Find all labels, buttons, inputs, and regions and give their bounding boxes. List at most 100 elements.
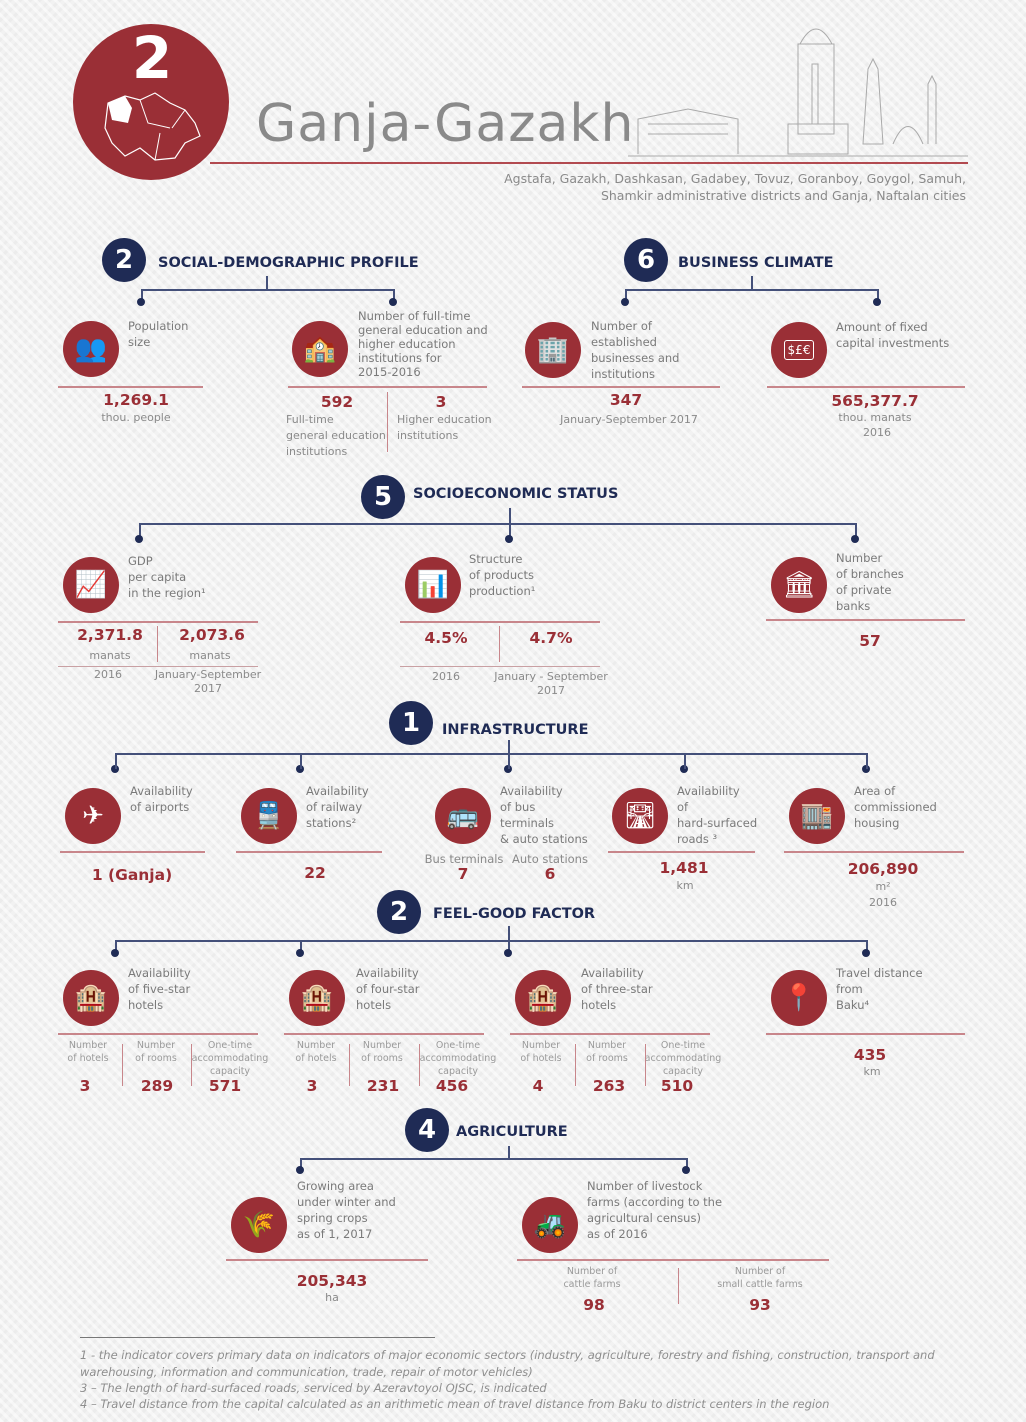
auto-stations-label: Auto stations xyxy=(512,852,588,866)
higher-education-label: Higher education institutions xyxy=(397,413,492,442)
hotels-count: 4 xyxy=(532,1077,544,1095)
population-unit: thou. people xyxy=(101,411,171,424)
underline xyxy=(766,1033,965,1035)
businesses-label: Number of established businesses and ins… xyxy=(591,319,680,381)
section-title-socio: SOCIOECONOMIC STATUS xyxy=(413,486,619,502)
branch-dot xyxy=(296,949,304,957)
section-title-agri: AGRICULTURE xyxy=(456,1124,568,1140)
region-map-icon xyxy=(104,92,201,161)
general-education-label: Full-time general education institutions xyxy=(286,413,386,458)
underline xyxy=(236,851,382,853)
divider xyxy=(157,626,158,662)
school-icon: 🏫 xyxy=(292,321,348,377)
branch-dot xyxy=(621,298,629,306)
branch-connector xyxy=(684,753,686,769)
gdp-value-2016: 2,371.8 xyxy=(77,626,143,644)
airports-label: Availability of airports xyxy=(130,784,193,814)
section-badge-socio: 5 xyxy=(361,475,405,519)
gdp-unit-2016: manats xyxy=(89,649,131,662)
rooms-count: 263 xyxy=(592,1077,626,1095)
branch-connector xyxy=(751,276,753,289)
branch-dot xyxy=(862,765,870,773)
underline xyxy=(58,621,258,623)
capacity-header: One-time accommodating capacity xyxy=(644,1040,722,1077)
branch-dot xyxy=(504,949,512,957)
underline xyxy=(226,1259,428,1261)
hotels-count: 3 xyxy=(306,1077,318,1095)
structure-label: Structure of products production¹ xyxy=(469,552,536,598)
hotel-icon: 🏨 xyxy=(63,970,119,1026)
rooms-header: Number of rooms xyxy=(586,1040,628,1064)
gdp-period-2017: January-September 2017 xyxy=(154,668,262,695)
footnote-3: 3 – The length of hard-surfaced roads, s… xyxy=(80,1381,547,1395)
hotel-label: Availability of five-star hotels xyxy=(128,966,191,1012)
airplane-icon: ✈ xyxy=(65,788,121,844)
branch-dot xyxy=(137,298,145,306)
rule xyxy=(58,666,258,667)
underline xyxy=(58,1033,258,1035)
capacity-header: One-time accommodating capacity xyxy=(191,1040,269,1077)
rule xyxy=(400,666,600,667)
branch-dot xyxy=(296,765,304,773)
banks-value: 57 xyxy=(859,632,881,650)
general-education-value: 592 xyxy=(320,393,354,411)
branch-connector xyxy=(508,940,510,953)
branch-connector xyxy=(393,289,395,301)
underline xyxy=(400,621,600,623)
divider xyxy=(191,1044,192,1086)
structure-value-2017: 4.7% xyxy=(529,629,573,647)
divider xyxy=(349,1044,350,1086)
branch-line xyxy=(625,289,877,291)
region-emblem xyxy=(73,24,229,180)
divider xyxy=(575,1044,576,1086)
housing-year: 2016 xyxy=(869,896,897,909)
branch-connector xyxy=(300,1158,302,1170)
divider xyxy=(419,1044,420,1086)
gdp-value-2017: 2,073.6 xyxy=(179,626,245,644)
tractor-icon: 🚜 xyxy=(522,1197,578,1253)
train-icon: 🚆 xyxy=(241,788,297,844)
hotel-label: Availability of three-star hotels xyxy=(581,966,653,1012)
housing-unit: m² xyxy=(875,880,891,893)
branch-connector xyxy=(508,740,510,753)
livestock-label: Number of livestock farms (according to … xyxy=(587,1179,723,1241)
footnote-rule xyxy=(80,1337,435,1338)
apartment-building-icon: 🏬 xyxy=(789,788,845,844)
branch-dot xyxy=(135,535,143,543)
underline xyxy=(510,1033,710,1035)
branch-connector xyxy=(266,276,268,289)
section-title-business: BUSINESS CLIMATE xyxy=(678,255,834,271)
growth-chart-icon: 📊 xyxy=(405,557,461,613)
branch-dot xyxy=(504,765,512,773)
travel-label: Travel distance from Baku⁴ xyxy=(836,966,923,1012)
bus-label: Availability of bus terminals & auto sta… xyxy=(500,784,588,846)
branch-dot xyxy=(111,949,119,957)
branch-connector xyxy=(508,1146,510,1158)
underline xyxy=(60,851,205,853)
auto-stations-value: 6 xyxy=(544,865,556,883)
businesses-value: 347 xyxy=(609,391,643,409)
travel-value: 435 xyxy=(853,1046,887,1064)
crops-value: 205,343 xyxy=(296,1272,368,1290)
gdp-person-chart-icon: 📈 xyxy=(63,557,119,613)
branch-connector xyxy=(855,523,857,538)
branch-dot xyxy=(389,298,397,306)
branch-dot xyxy=(296,1166,304,1174)
investments-label: Amount of fixed capital investments xyxy=(836,320,950,350)
underline xyxy=(767,386,965,388)
branch-line xyxy=(300,1158,686,1160)
office-building-icon: 🏢 xyxy=(525,322,581,378)
hotel-label: Availability of four-star hotels xyxy=(356,966,420,1012)
branch-connector xyxy=(625,289,627,301)
branch-connector xyxy=(139,523,141,538)
bus-terminals-label: Bus terminals xyxy=(424,852,504,866)
branch-dot xyxy=(851,535,859,543)
gdp-unit-2017: manats xyxy=(189,649,231,662)
branch-connector xyxy=(300,753,302,769)
rooms-count: 289 xyxy=(140,1077,174,1095)
population-value: 1,269.1 xyxy=(103,391,169,409)
branch-connector xyxy=(508,926,510,940)
underline xyxy=(766,619,965,621)
section-title-social: SOCIAL-DEMOGRAPHIC PROFILE xyxy=(158,255,419,271)
capacity-count: 571 xyxy=(208,1077,242,1095)
